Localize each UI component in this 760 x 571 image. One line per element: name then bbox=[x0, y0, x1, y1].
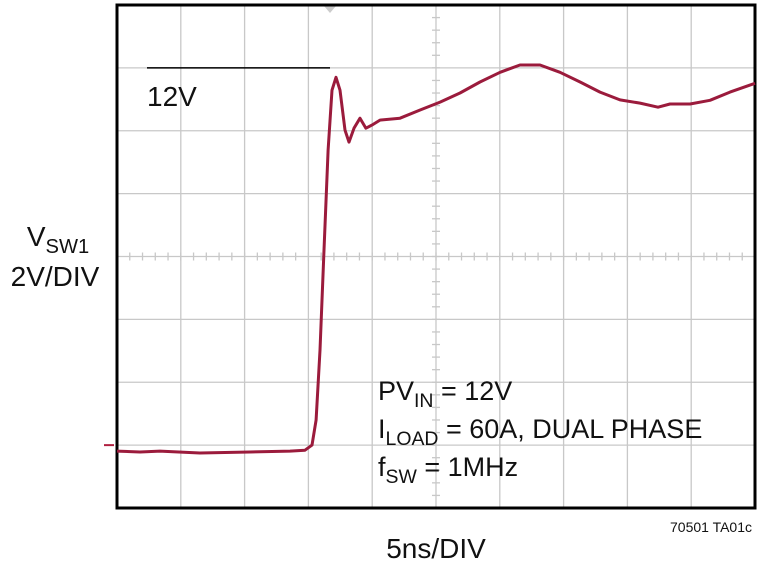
subscript: SW bbox=[386, 466, 418, 488]
text-part: = 1MHz bbox=[417, 452, 518, 482]
text-part: = 60A, DUAL PHASE bbox=[438, 414, 702, 444]
annotation: PVIN = 12V bbox=[378, 376, 512, 412]
text-part: I bbox=[378, 414, 386, 444]
subscript: LOAD bbox=[386, 428, 439, 450]
annotation: fSW = 1MHz bbox=[378, 452, 518, 488]
plot-frame bbox=[115, 3, 757, 510]
text-part: PV bbox=[378, 376, 414, 406]
grid bbox=[117, 5, 755, 508]
reference-label: 12V bbox=[147, 81, 197, 112]
trigger-marker bbox=[324, 6, 336, 13]
x-axis-label: 5ns/DIV bbox=[386, 533, 486, 564]
y-scale-label: 2V/DIV bbox=[11, 261, 100, 292]
subscript: SW1 bbox=[46, 236, 90, 258]
subscript: IN bbox=[414, 390, 433, 412]
text-part: f bbox=[378, 452, 386, 482]
figure-id: 70501 TA01c bbox=[670, 519, 752, 535]
annotation: ILOAD = 60A, DUAL PHASE bbox=[378, 414, 702, 450]
text-part: = 12V bbox=[433, 376, 512, 406]
y-axis-label: VSW1 bbox=[27, 221, 89, 258]
waveform bbox=[116, 63, 756, 455]
text-part: V bbox=[27, 221, 46, 252]
